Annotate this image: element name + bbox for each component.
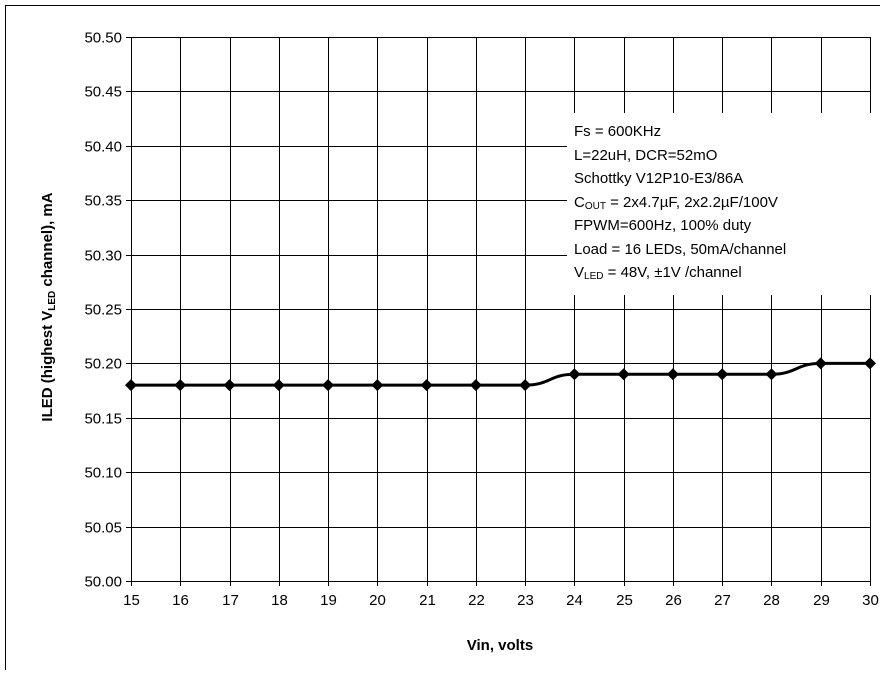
x-tick-label: 19 <box>320 592 337 609</box>
chart-frame <box>5 5 880 670</box>
y-tick-labels: 50.00 50.05 50.10 50.15 50.20 50.25 50.30 50.35… <box>84 30 122 591</box>
data-point-marker <box>420 379 433 392</box>
annotation-diode: Schottky V12P10-E3/86A <box>574 170 744 187</box>
annotation-load: Load = 16 LEDs, 50mA/channel <box>574 240 787 258</box>
data-point-marker <box>469 379 482 392</box>
x-tick-label: 25 <box>616 592 633 609</box>
y-tick-label: 50.10 <box>84 465 122 482</box>
y-tick-label: 50.50 <box>84 30 122 47</box>
data-point-marker <box>617 368 630 381</box>
annotation-vled: VLED = 48V, ±1V /channel <box>574 264 742 282</box>
data-point-marker <box>174 379 187 392</box>
x-tick-label: 27 <box>714 592 731 609</box>
y-tick-label: 50.30 <box>84 248 122 265</box>
x-tick-label: 17 <box>222 592 239 609</box>
annotation-cout: COUT = 2x4.7µF, 2x2.2µF/100V <box>574 193 778 212</box>
x-tick-label: 22 <box>468 592 485 609</box>
x-tick-label: 16 <box>172 592 189 609</box>
series-line <box>130 361 870 387</box>
y-tick-label: 50.20 <box>84 356 122 373</box>
y-tick-label: 50.05 <box>84 520 122 537</box>
x-tick-label: 23 <box>517 592 534 609</box>
data-point-marker <box>223 379 236 392</box>
data-point-marker <box>272 379 285 392</box>
x-tick-label: 28 <box>763 592 780 609</box>
y-tick-label: 50.40 <box>84 139 122 156</box>
data-point-marker <box>666 368 679 381</box>
x-tick-label: 30 <box>862 592 879 609</box>
x-tick-label: 21 <box>419 592 436 609</box>
series-layer <box>125 357 876 392</box>
y-tick-label: 50.15 <box>84 411 122 428</box>
data-point-marker <box>864 357 876 370</box>
data-point-marker <box>125 379 137 392</box>
data-point-marker <box>716 368 729 381</box>
y-axis-title: ILED (highest VLED channel), mA <box>39 192 58 421</box>
x-axis-title: Vin, volts <box>467 637 533 654</box>
x-tick-label: 15 <box>123 592 140 609</box>
x-tick-labels: 15 16 17 18 19 20 21 22 23 24 25 26 27 28 29 30 <box>123 592 879 609</box>
x-tick-label: 20 <box>369 592 386 609</box>
data-point-marker <box>322 379 335 392</box>
x-tick-label: 18 <box>271 592 288 609</box>
x-tick-label: 29 <box>813 592 830 609</box>
test-conditions-annotation: Fs = 600KHz L=22uH, DCR=52mO Schottky V1… <box>567 113 875 295</box>
annotation-inductor: L=22uH, DCR=52mO <box>574 146 718 164</box>
x-tick-label: 24 <box>566 592 583 609</box>
x-tick-label: 26 <box>665 592 682 609</box>
data-point-marker <box>568 368 581 381</box>
data-point-marker <box>371 379 384 392</box>
data-point-marker <box>765 368 778 381</box>
y-tick-label: 50.35 <box>84 193 122 210</box>
data-point-marker <box>519 379 532 392</box>
y-tick-label: 50.00 <box>84 574 122 591</box>
annotation-fpwm: FPWM=600Hz, 100% duty <box>574 217 752 234</box>
y-tick-label: 50.25 <box>84 302 122 319</box>
annotation-fs: Fs = 600KHz <box>574 123 662 140</box>
data-point-marker <box>814 357 827 370</box>
y-tick-label: 50.45 <box>84 84 122 101</box>
